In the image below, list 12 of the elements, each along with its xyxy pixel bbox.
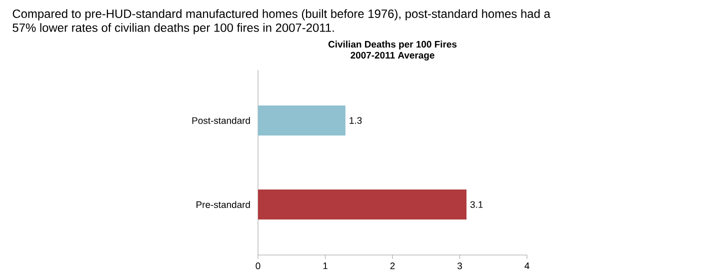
x-tick-label: 0 — [256, 262, 260, 270]
y-tick-label: Post-standard — [192, 116, 250, 124]
x-tick-label: 1 — [323, 262, 328, 270]
x-tick-label: 2 — [390, 262, 395, 270]
chart-title: Civilian Deaths per 100 Fires — [328, 40, 457, 50]
x-tick-label: 3 — [457, 262, 462, 270]
y-tick-label: Pre-standard — [196, 201, 250, 208]
data-label: 1.3 — [350, 117, 362, 124]
x-tick-label: 4 — [524, 262, 530, 270]
data-label: 3.1 — [470, 201, 483, 208]
text: Compared to pre-HUD-standard manufactured homes (built before 1976), post-standard homes had a 57% lower rates of civilian deaths per 100 fires in 2007-2011. — [12, 9, 550, 34]
chart-subtitle: 2007-2011 Average — [350, 52, 434, 60]
